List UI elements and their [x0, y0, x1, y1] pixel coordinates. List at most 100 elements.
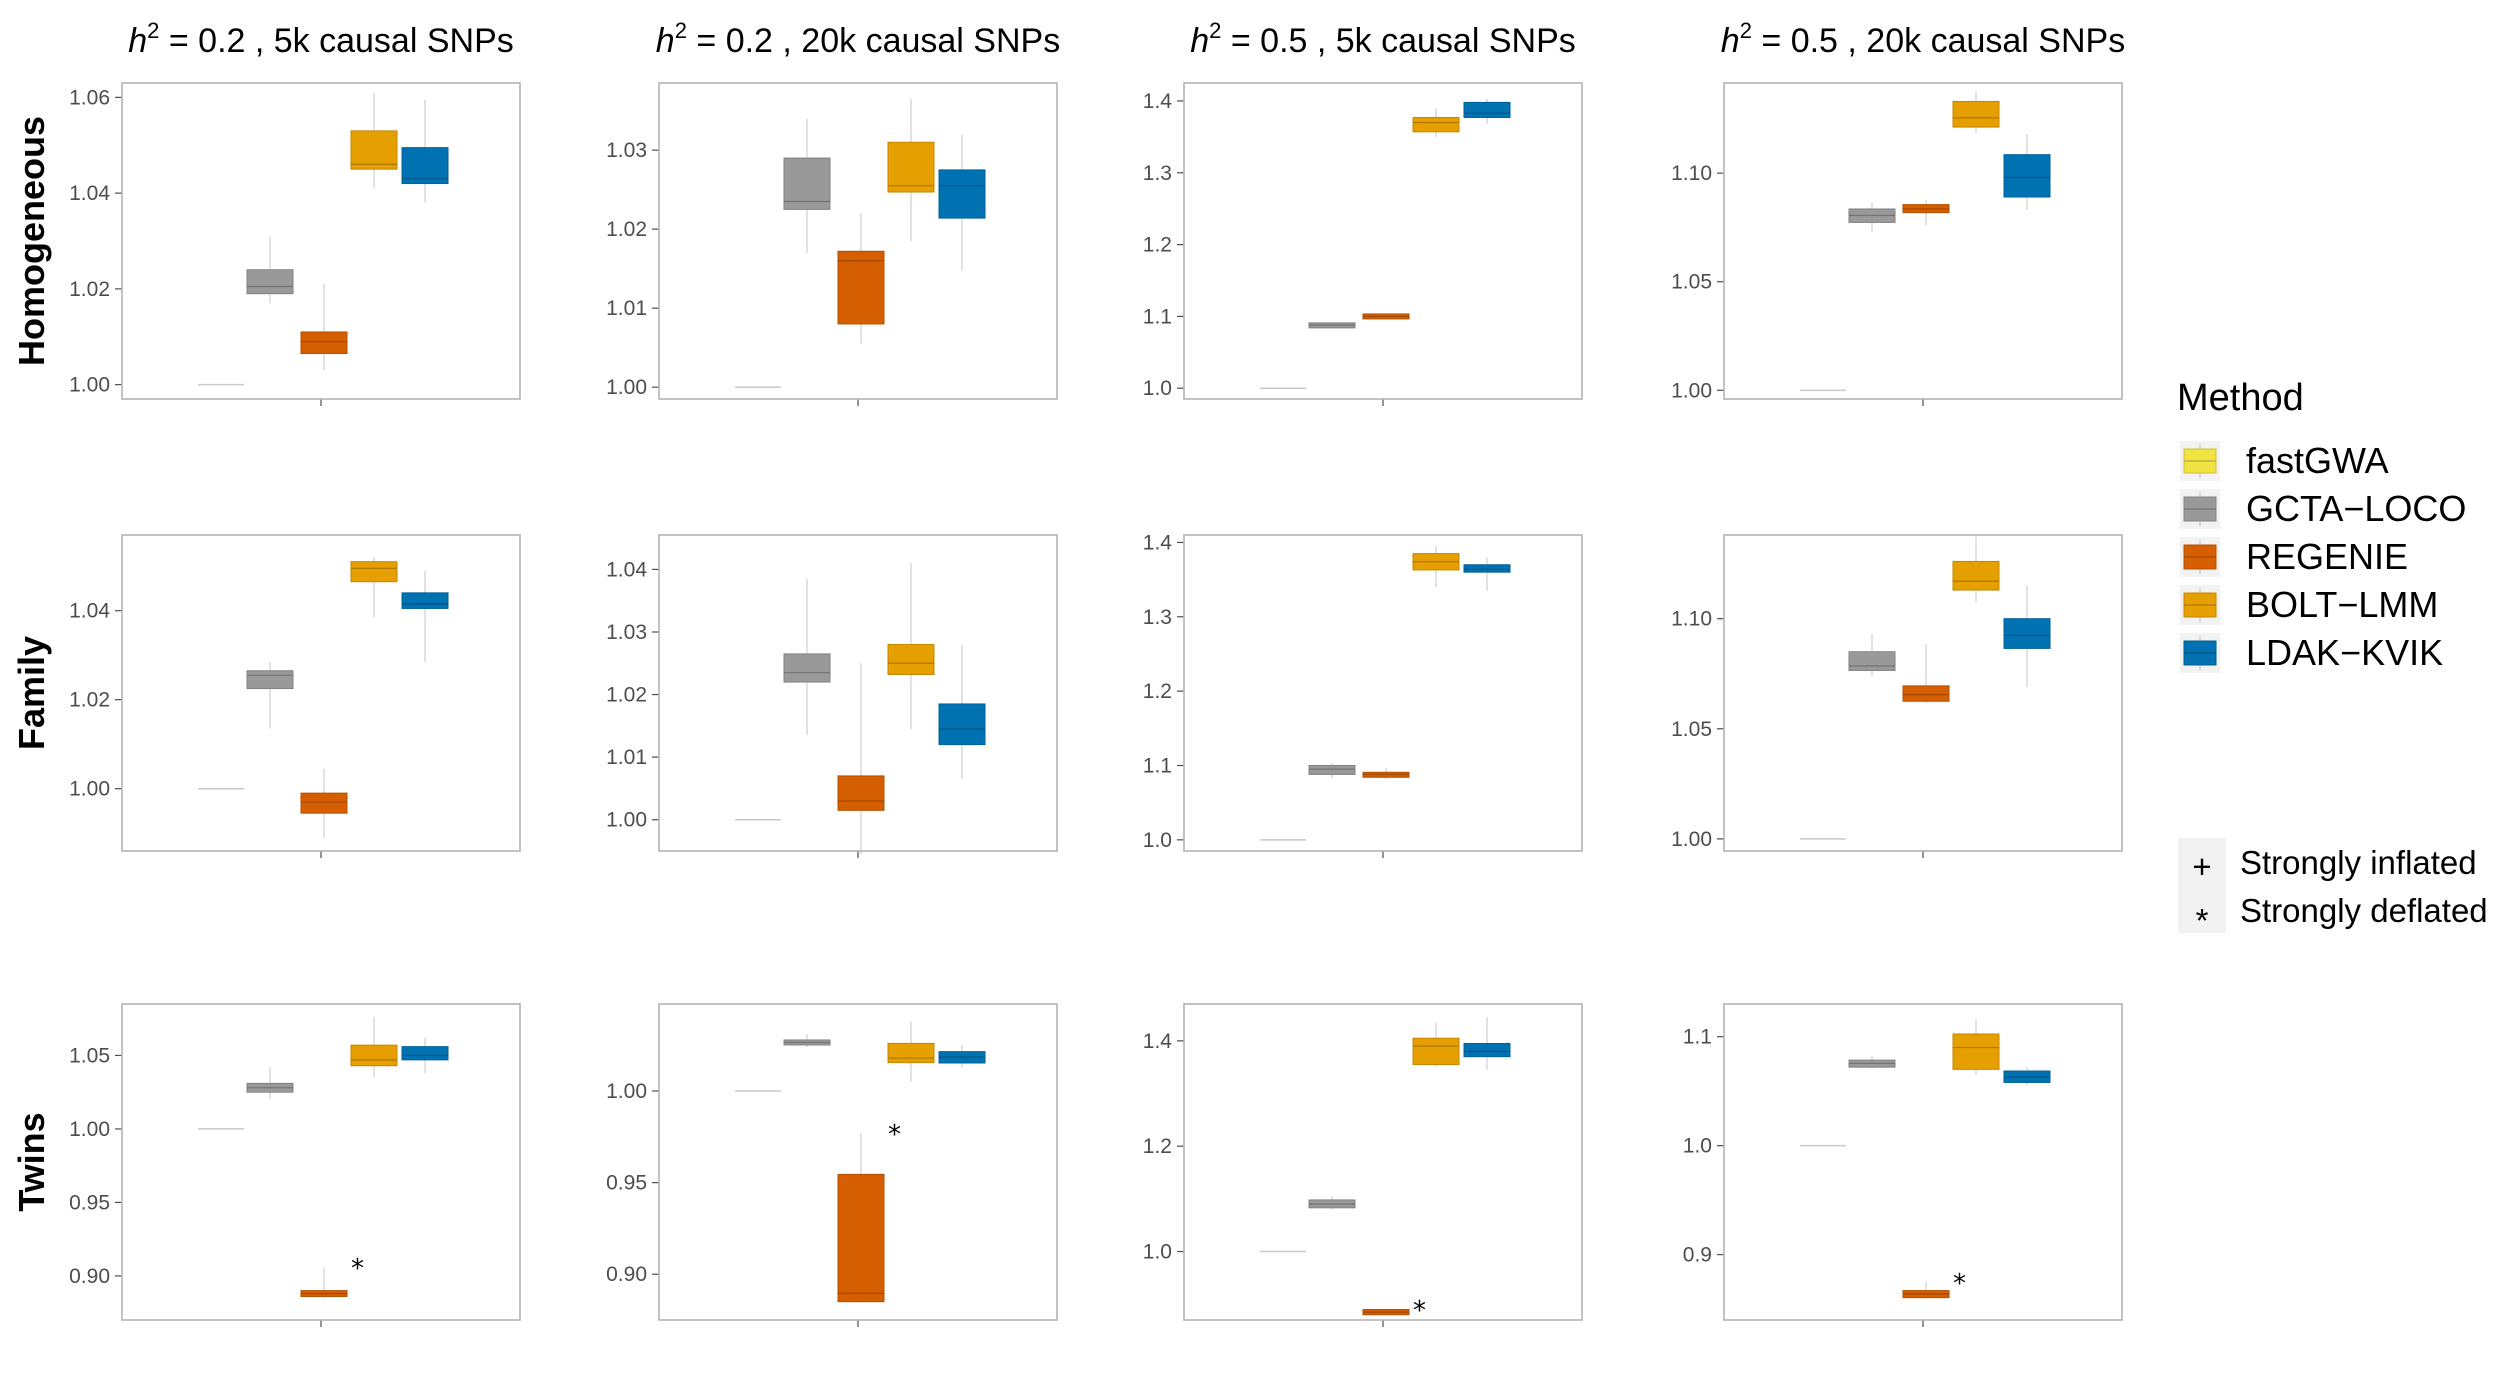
legend-label: fastGWA — [2246, 440, 2389, 481]
y-tick-label: 1.04 — [606, 558, 647, 581]
panel-border — [1183, 1003, 1583, 1321]
box-ldak-kvik — [938, 134, 986, 271]
box-body — [401, 1046, 449, 1061]
box-gcta-loco — [246, 661, 294, 729]
y-tick-label: 1.03 — [606, 621, 647, 644]
deflated-star: * — [351, 1254, 364, 1284]
box-regenie — [300, 1267, 348, 1298]
panel-border — [121, 82, 521, 400]
y-tick-label: 1.00 — [69, 778, 110, 801]
box-bolt-lmm — [350, 1017, 398, 1078]
box-bolt-lmm — [887, 98, 935, 241]
panel-border — [121, 1003, 521, 1321]
box-body — [1848, 651, 1896, 671]
box-regenie — [837, 213, 885, 344]
panel-r1-c2: 1.00 1.01 1.02 1.03 — [606, 82, 1058, 406]
box-gcta-loco — [1308, 763, 1356, 779]
box-body — [837, 775, 885, 811]
legend-item-fastgwa: fastGWA — [2180, 440, 2389, 481]
box-gcta-loco — [246, 1067, 294, 1100]
box-ldak-kvik — [2003, 134, 2051, 211]
box-bolt-lmm — [887, 563, 935, 729]
legend-label: GCTA−LOCO — [2246, 488, 2466, 529]
box-regenie — [837, 663, 885, 855]
row-titles: Homogeneous Family Twins — [11, 116, 52, 1212]
y-tick-label: 1.00 — [606, 1080, 647, 1103]
column-titles: h2 = 0.2 , 5k causal SNPs h2 = 0.2 , 20k … — [128, 18, 2125, 60]
box-bolt-lmm — [1412, 1022, 1460, 1067]
box-body — [887, 141, 935, 193]
y-tick-label: 1.3 — [1143, 162, 1172, 185]
y-tick-label: 1.02 — [606, 218, 647, 241]
significance-symbol: * — [2196, 902, 2209, 939]
significance-item-1: + Strongly inflated — [2192, 844, 2476, 885]
panel-border — [658, 534, 1058, 852]
y-tick-label: 1.04 — [69, 182, 110, 205]
box-gcta-loco — [1308, 322, 1356, 329]
panel-border — [658, 1003, 1058, 1321]
box-bolt-lmm — [1952, 1020, 2000, 1075]
box-body — [300, 792, 348, 814]
legend-label: LDAK−KVIK — [2246, 632, 2443, 673]
column-title-1: h2 = 0.2 , 5k causal SNPs — [128, 18, 514, 60]
y-tick-label: 0.95 — [69, 1191, 110, 1214]
box-bolt-lmm — [1952, 91, 2000, 133]
panel-border — [1183, 82, 1583, 400]
box-body — [1463, 564, 1511, 573]
panel-border — [121, 534, 521, 852]
y-tick-label: 1.02 — [69, 689, 110, 712]
box-gcta-loco — [783, 578, 831, 736]
box-gcta-loco — [1848, 634, 1896, 676]
box-gcta-loco — [783, 1034, 831, 1048]
box-regenie — [1362, 767, 1410, 779]
box-body — [1463, 1043, 1511, 1058]
box-body — [837, 250, 885, 325]
y-tick-label: 1.05 — [1671, 271, 1712, 294]
box-regenie — [300, 284, 348, 371]
box-bolt-lmm — [350, 92, 398, 189]
y-tick-label: 1.1 — [1683, 1026, 1712, 1049]
y-tick-label: 1.00 — [69, 1118, 110, 1141]
box-body — [1412, 1037, 1460, 1066]
box-gcta-loco — [1848, 1055, 1896, 1069]
legend-title: Method — [2177, 377, 2304, 419]
y-tick-label: 1.2 — [1143, 680, 1172, 703]
y-tick-label: 1.4 — [1143, 90, 1173, 113]
panel-border — [1183, 534, 1583, 852]
box-body — [1902, 685, 1950, 702]
y-tick-label: 1.10 — [1671, 608, 1712, 631]
box-body — [350, 130, 398, 170]
panels: 1.001.021.041.061.001.011.021.031.01.11.… — [69, 82, 2123, 1327]
box-body — [783, 653, 831, 683]
y-tick-label: 1.1 — [1143, 754, 1172, 777]
box-body — [938, 703, 986, 746]
y-tick-label: 1.0 — [1143, 377, 1172, 400]
box-body — [837, 1173, 885, 1303]
box-body — [887, 1042, 935, 1064]
box-body — [350, 1044, 398, 1067]
column-title-4: h2 = 0.5 , 20k causal SNPs — [1721, 18, 2125, 60]
box-ldak-kvik — [938, 644, 986, 780]
significance-label: Strongly deflated — [2240, 892, 2488, 929]
box-regenie — [1902, 1281, 1950, 1299]
box-ldak-kvik — [401, 1037, 449, 1074]
panel-r2-c4: 1.00 1.05 1.10 — [1671, 534, 2123, 858]
box-ldak-kvik — [1463, 557, 1511, 591]
box-ldak-kvik — [1463, 1017, 1511, 1070]
box-regenie — [837, 1133, 885, 1303]
box-body — [1952, 1033, 2000, 1070]
box-bolt-lmm — [350, 557, 398, 618]
box-gcta-loco — [1848, 202, 1896, 232]
deflated-star: * — [1413, 1296, 1426, 1326]
box-ldak-kvik — [2003, 1067, 2051, 1086]
y-tick-label: 1.03 — [606, 139, 647, 162]
y-tick-label: 1.06 — [69, 86, 110, 109]
box-body — [401, 147, 449, 185]
panel-r2-c3: 1.0 1.1 1.2 1.3 1.4 — [1143, 531, 1583, 858]
y-tick-label: 1.2 — [1143, 1135, 1172, 1158]
y-tick-label: 0.95 — [606, 1172, 647, 1195]
panel-border — [1723, 1003, 2123, 1321]
box-body — [938, 169, 986, 219]
box-body — [1463, 101, 1511, 118]
panel-r3-c3: 1.0 1.2 1.4 * — [1143, 1003, 1583, 1327]
